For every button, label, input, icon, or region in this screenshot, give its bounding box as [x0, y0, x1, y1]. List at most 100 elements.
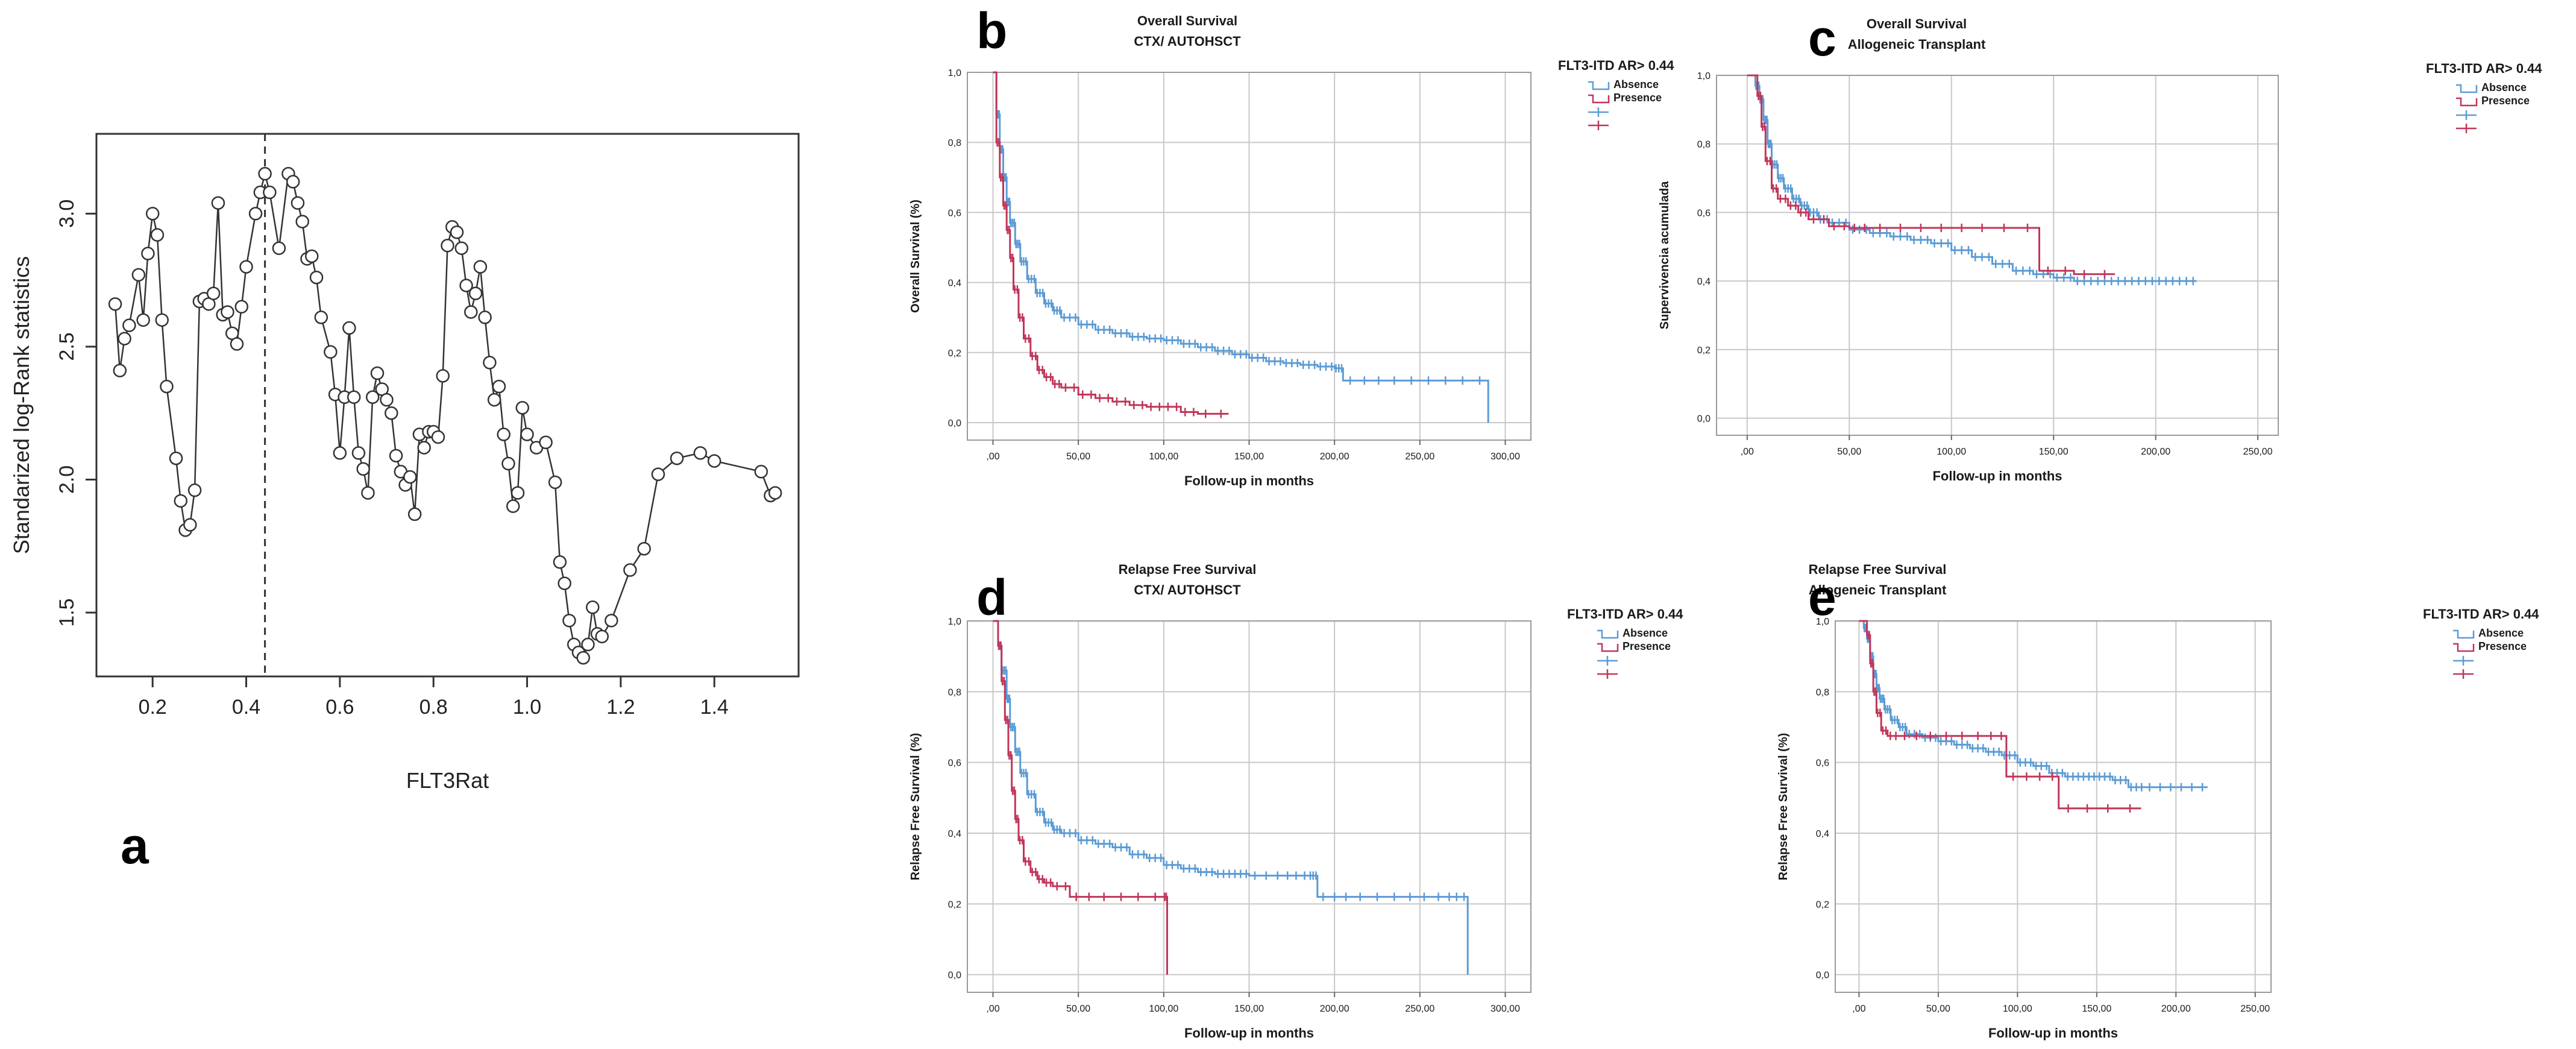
legend-swatch: [1597, 643, 1619, 652]
data-point: [605, 614, 618, 628]
data-point: [333, 446, 347, 460]
y-tick-label: 1,0: [1697, 71, 1711, 81]
data-point: [501, 456, 515, 471]
data-point: [497, 427, 510, 441]
panel-e: ,00 50,00 100,00 150,00 200,00 250,00 0,0 0,2 0,…: [1777, 562, 2539, 1041]
x-tick-label: 250,00: [1405, 452, 1434, 462]
x-tick-label: ,00: [986, 452, 999, 462]
data-point: [160, 379, 174, 394]
data-point: [385, 406, 398, 420]
x-tick-label: 200,00: [1320, 452, 1349, 462]
legend-label: Presence: [2481, 95, 2530, 107]
data-point: [187, 483, 202, 497]
km-curve-presence: [1747, 74, 2115, 276]
x-tick-label: 50,00: [1837, 447, 1861, 457]
x-tick-label: ,00: [1741, 447, 1754, 457]
y-tick-label: 0,0: [948, 418, 961, 429]
data-point: [263, 185, 277, 200]
data-point: [258, 166, 272, 181]
y-tick-label: 1,0: [948, 68, 961, 78]
y-axis-label: Relapse Free Survival (%): [909, 733, 922, 881]
panel-letter-d: d: [976, 569, 1007, 626]
legend-swatch: [2456, 97, 2478, 107]
legend-title: FLT3-ITD AR> 0.44: [1567, 606, 1683, 622]
x-tick-label: 200,00: [2161, 1004, 2191, 1014]
km-curve-absence: [993, 71, 1489, 423]
data-point: [595, 629, 609, 644]
data-point: [417, 441, 431, 455]
data-point: [150, 228, 165, 242]
y-tick-label: 0,2: [948, 899, 961, 910]
data-point: [183, 518, 197, 532]
x-tick-label: 150,00: [2082, 1004, 2111, 1014]
data-point: [492, 379, 506, 394]
legend-title: FLT3-ITD AR> 0.44: [1558, 58, 1674, 73]
y-axis-label: Relapse Free Survival (%): [1777, 733, 1790, 881]
y-tick-label: 0,8: [948, 138, 961, 148]
km-curve-presence: [1859, 620, 2141, 810]
panel-letter-a: a: [121, 817, 149, 874]
data-point: [324, 345, 338, 359]
panel-a: 0.2 0.4 0.6 0.8 1.0 1.2 1.4 1.5 2.0 2.5 3.0 FLT3Rat…: [9, 133, 800, 874]
x-axis-label: Follow-up in months: [1184, 473, 1314, 488]
data-point: [478, 310, 492, 324]
y-tick-label: 0,2: [1697, 345, 1711, 356]
data-point: [441, 239, 454, 253]
data-point: [487, 392, 501, 407]
data-point: [131, 268, 146, 282]
legend-label: Absence: [1623, 627, 1668, 639]
data-point: [351, 446, 366, 460]
data-point: [230, 337, 244, 351]
y-tick-label: 0,6: [948, 758, 961, 769]
data-point: [234, 300, 249, 314]
data-point: [586, 600, 600, 614]
x-tick-label: 0.4: [232, 696, 260, 719]
data-point: [291, 196, 305, 210]
x-axis-label: Follow-up in months: [1184, 1025, 1314, 1041]
data-point: [693, 446, 708, 460]
legend-swatch: [2453, 629, 2475, 639]
x-tick-label: 100,00: [1149, 452, 1178, 462]
data-point: [548, 475, 562, 490]
data-point: [342, 321, 356, 335]
data-point: [520, 427, 534, 441]
x-tick-label: ,00: [1852, 1004, 1865, 1014]
y-tick-label: 0,8: [1816, 687, 1829, 698]
km-curve-presence: [993, 620, 1168, 975]
x-tick-label: 200,00: [1320, 1004, 1349, 1014]
y-tick-label: 0,0: [1697, 414, 1711, 424]
chart-title: Relapse Free Survival: [1809, 562, 1947, 577]
x-axis-label: Follow-up in months: [1988, 1025, 2118, 1041]
x-tick-label: 150,00: [1234, 452, 1264, 462]
data-point: [707, 454, 721, 468]
data-point: [122, 318, 136, 332]
data-point: [136, 313, 150, 327]
plot-frame: [1835, 620, 2272, 993]
x-tick-label: 300,00: [1491, 452, 1520, 462]
y-axis-label: Overall Survival (%): [909, 200, 922, 313]
legend-label: Absence: [2481, 81, 2527, 93]
data-point: [169, 451, 183, 465]
y-tick-label: 2.5: [55, 332, 78, 361]
data-point: [454, 241, 469, 255]
y-tick-label: 0,2: [948, 348, 961, 359]
data-point: [347, 390, 361, 405]
data-point: [370, 366, 385, 380]
data-point: [295, 215, 309, 228]
y-tick-label: 0,6: [1816, 758, 1829, 769]
x-tick-label: 300,00: [1491, 1004, 1520, 1014]
data-point: [468, 286, 483, 300]
x-tick-label: 100,00: [1937, 447, 1966, 457]
data-point: [436, 369, 450, 383]
x-tick-label: 250,00: [2243, 447, 2273, 457]
km-curve-absence: [1747, 74, 2197, 282]
chart-subtitle: Allogeneic Transplant: [1848, 37, 1986, 52]
panel-letter-e: e: [1808, 569, 1836, 626]
data-point: [450, 225, 464, 239]
data-point: [118, 332, 131, 345]
data-point: [248, 207, 263, 221]
data-point: [510, 486, 525, 500]
y-tick-label: 0,6: [1697, 208, 1711, 218]
x-tick-label: 0.6: [325, 696, 354, 719]
y-tick-label: 1,0: [948, 617, 961, 627]
